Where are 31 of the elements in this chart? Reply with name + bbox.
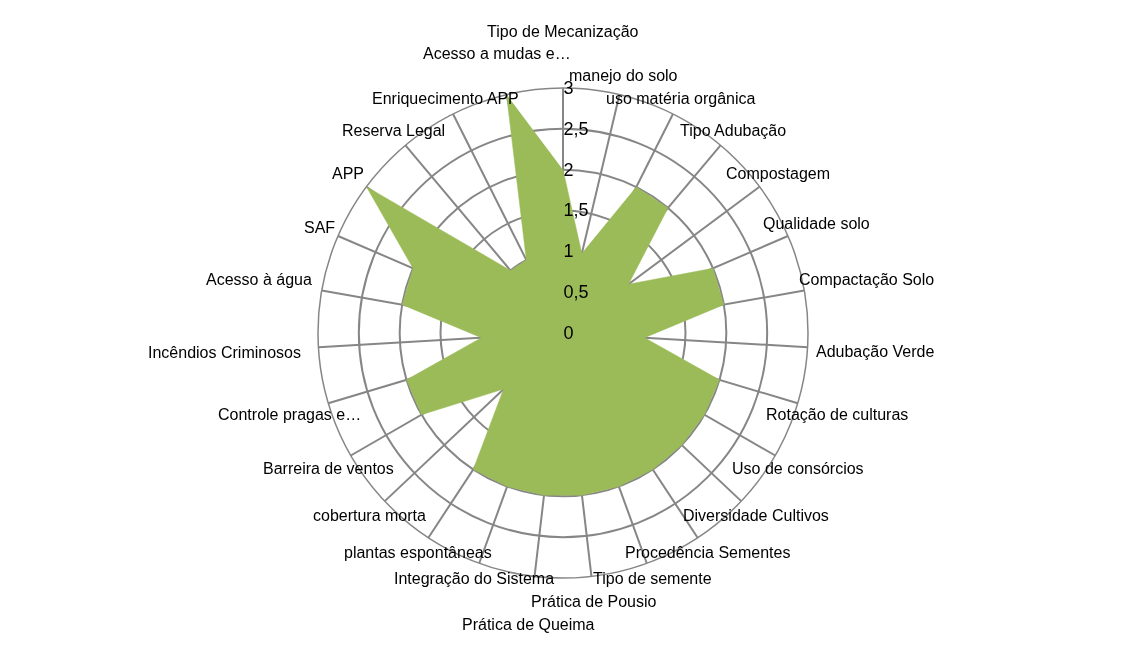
spoke-label: Incêndios Criminosos <box>148 344 301 361</box>
spoke-label: Controle pragas e… <box>218 406 362 423</box>
spoke-label: Prática de Pousio <box>531 593 657 610</box>
spoke-label: Integração do Sistema <box>394 570 555 587</box>
spoke-label: Compactação Solo <box>799 271 935 288</box>
spoke-label: uso matéria orgânica <box>606 90 756 107</box>
spoke-label: Tipo Adubação <box>680 122 787 139</box>
spoke-label: Barreira de ventos <box>263 460 394 477</box>
spoke-label: Diversidade Cultivos <box>683 507 829 524</box>
spoke-label: Procedência Sementes <box>625 544 791 561</box>
spoke-label: Compostagem <box>726 165 831 182</box>
y-tick-label: 0 <box>563 322 574 343</box>
spoke-label: Acesso à água <box>206 271 312 288</box>
y-tick-label: 2 <box>563 159 574 180</box>
y-tick-label: 2,5 <box>563 118 589 139</box>
spoke-label: Qualidade solo <box>763 215 870 232</box>
spoke-label: Rotação de culturas <box>766 406 909 423</box>
spoke-label: Reserva Legal <box>342 122 446 139</box>
spoke-label: plantas espontâneas <box>344 544 492 561</box>
spoke-label: cobertura morta <box>313 507 427 524</box>
spoke-label: Uso de consórcios <box>732 460 864 477</box>
spoke-label: APP <box>332 165 365 182</box>
spoke-label: Tipo de Mecanização <box>487 23 639 40</box>
spoke-label: Prática de Queima <box>462 616 595 633</box>
y-tick-label: 1 <box>563 241 574 262</box>
y-tick-label: 0,5 <box>563 282 589 303</box>
spoke-label: Acesso a mudas e… <box>423 45 571 62</box>
spoke-label: SAF <box>304 219 336 236</box>
spoke-label: Tipo de semente <box>593 570 712 587</box>
spoke-label: Enriquecimento APP <box>372 90 519 107</box>
spoke-label: Adubação Verde <box>816 343 935 360</box>
